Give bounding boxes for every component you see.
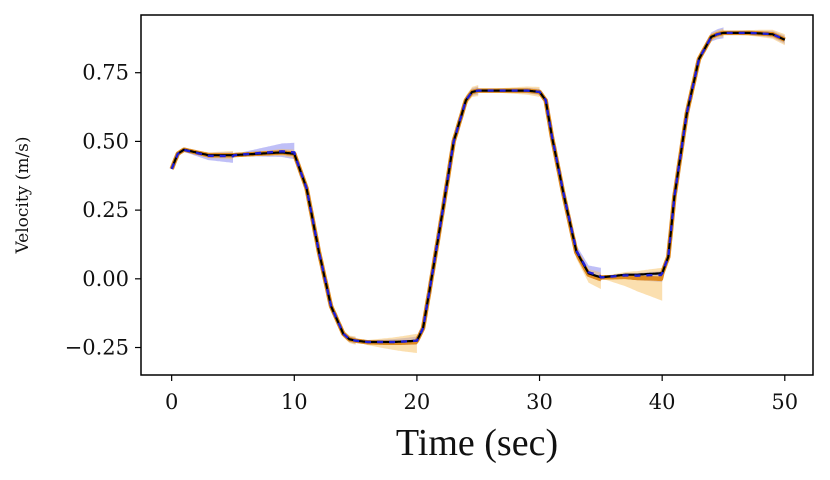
x-tick-label: 30	[526, 390, 553, 414]
series-lines	[169, 30, 786, 346]
orange-prediction-line	[169, 30, 786, 346]
x-tick-label: 10	[281, 390, 308, 414]
y-axis-ticks: −0.25 0.00 0.25 0.50 0.75	[65, 61, 141, 360]
y-tick-label: 0.25	[82, 198, 129, 222]
y-tick-label: −0.25	[65, 336, 129, 360]
x-tick-label: 50	[771, 390, 798, 414]
x-tick-label: 40	[649, 390, 676, 414]
y-tick-label: 0.75	[82, 61, 129, 85]
x-tick-label: 20	[404, 390, 431, 414]
y-axis-label: Velocity (m/s)	[13, 136, 33, 254]
x-tick-label: 0	[165, 390, 178, 414]
y-tick-label: 0.00	[82, 267, 129, 291]
x-axis-ticks: 0 10 20 30 40 50	[165, 375, 798, 414]
plot-frame	[140, 14, 814, 376]
blue-prediction-line	[170, 31, 786, 344]
uncertainty-bands	[171, 27, 785, 353]
x-axis-label: Time (sec)	[396, 422, 558, 464]
y-tick-label: 0.50	[82, 129, 129, 153]
